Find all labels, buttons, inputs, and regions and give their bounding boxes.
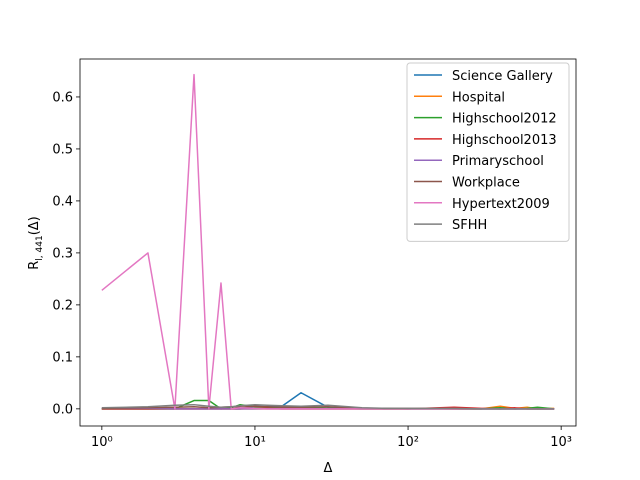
legend-label: SFHH bbox=[452, 218, 487, 233]
x-tick-label: 10¹ bbox=[244, 435, 266, 450]
y-tick-label: 0.5 bbox=[52, 142, 73, 157]
axes-frame bbox=[79, 58, 577, 427]
y-tick-label: 0.2 bbox=[52, 298, 73, 313]
y-label-base: R bbox=[27, 261, 42, 270]
y-tick-label: 0.3 bbox=[52, 246, 73, 261]
y-tick-label: 0.0 bbox=[52, 402, 73, 417]
legend-label: Science Gallery bbox=[452, 69, 553, 84]
x-tick-label: 10³ bbox=[550, 435, 572, 450]
y-tick-label: 0.1 bbox=[52, 350, 73, 365]
x-axis-label: Δ bbox=[324, 461, 333, 476]
y-label-sub: l, 441 bbox=[35, 235, 45, 260]
legend-label: Primaryschool bbox=[452, 154, 544, 169]
line-series bbox=[101, 403, 555, 410]
legend-label: Highschool2012 bbox=[452, 112, 557, 127]
x-tick-label: 10² bbox=[397, 435, 419, 450]
legend-label: Hypertext2009 bbox=[452, 197, 550, 212]
legend-label: Highschool2013 bbox=[452, 133, 557, 148]
y-axis-label: Rl, 441(Δ) bbox=[27, 216, 45, 270]
legend-label: Hospital bbox=[452, 90, 505, 105]
x-tick-label: 10⁰ bbox=[91, 435, 113, 450]
y-label-tail: (Δ) bbox=[27, 216, 42, 235]
y-tick-label: 0.6 bbox=[52, 90, 73, 105]
legend-box bbox=[406, 62, 570, 242]
legend-label: Workplace bbox=[452, 176, 520, 191]
y-tick-label: 0.4 bbox=[52, 194, 73, 209]
